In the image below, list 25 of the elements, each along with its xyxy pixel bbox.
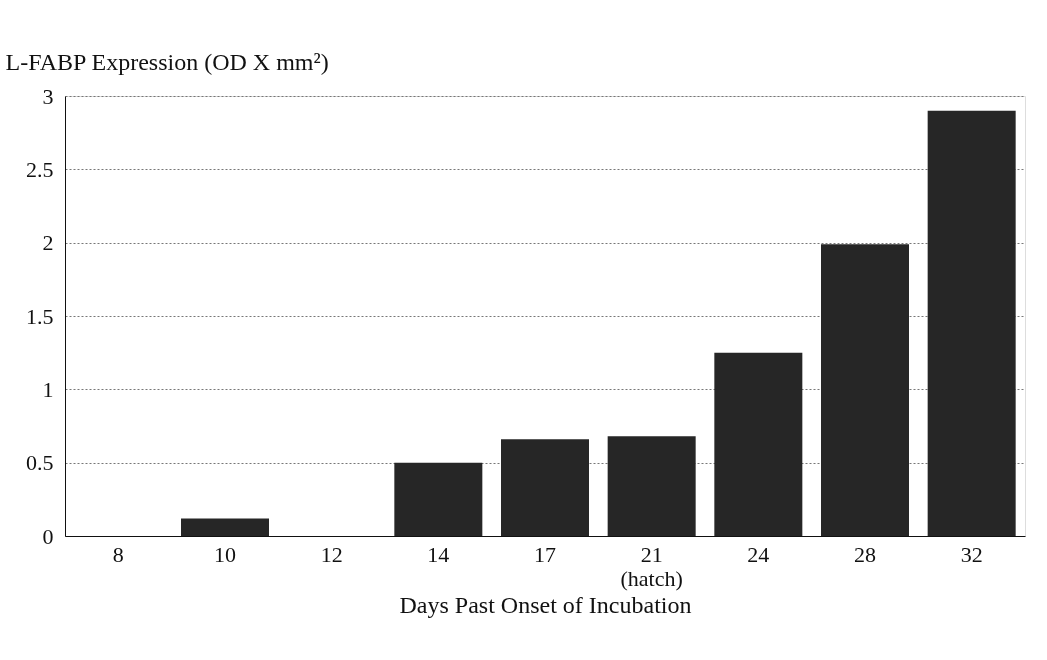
x-tick-label: 12 xyxy=(320,541,343,567)
bar xyxy=(607,436,696,536)
bar xyxy=(394,462,483,536)
bar xyxy=(714,352,803,536)
y-tick-label: 3 xyxy=(42,83,54,109)
y-tick-label: 2.5 xyxy=(26,156,54,182)
x-tick-label: 14 xyxy=(427,541,450,567)
x-axis-title: Days Past Onset of Incubation xyxy=(399,591,692,618)
y-tick-label: 0.5 xyxy=(26,450,54,476)
x-tick-label: 8 xyxy=(112,541,124,567)
y-tick-label: 1 xyxy=(42,376,54,402)
bar xyxy=(181,518,269,536)
y-tick-label: 2 xyxy=(42,230,54,256)
y-axis-title: L-FABP Expression (OD X mm²) xyxy=(5,48,329,75)
x-tick-label: 28 xyxy=(854,541,876,567)
bar xyxy=(927,110,1016,536)
x-tick-label: 24 xyxy=(747,541,770,567)
bar xyxy=(501,439,589,536)
x-tick-label: 17 xyxy=(534,541,556,567)
y-tick-label: 0 xyxy=(42,523,54,549)
x-tick-label: 21 (hatch) xyxy=(620,541,683,591)
x-tick-label: 32 xyxy=(960,541,983,567)
x-tick-label: 10 xyxy=(214,541,236,567)
bar xyxy=(821,244,909,536)
y-tick-label: 1.5 xyxy=(26,303,54,329)
